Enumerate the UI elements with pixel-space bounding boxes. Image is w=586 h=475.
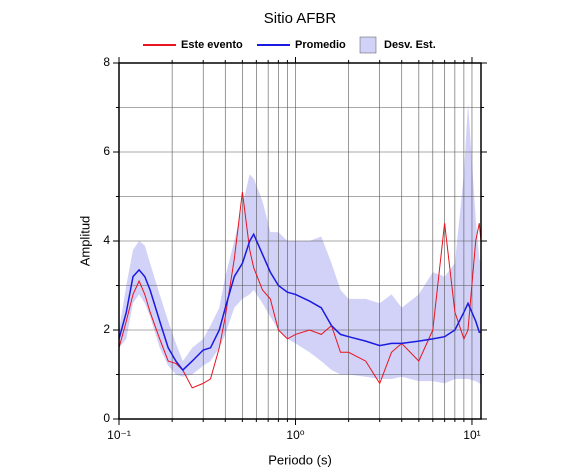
y-tick-label: 2 [103,322,110,336]
x-axis-label: Periodo (s) [268,452,332,467]
legend-label: Este evento [181,39,243,51]
series-line [118,192,482,389]
y-tick-label: 8 [103,55,110,69]
x-tick-label: 10⁰ [286,428,304,442]
y-tick-label: 0 [103,411,110,425]
x-tick-label: 10⁻¹ [107,428,131,442]
legend-label: Promedio [295,39,346,51]
y-tick-label: 6 [103,144,110,158]
legend: Este evento Promedio Desv. Est. [143,36,436,54]
series-line [118,232,481,372]
y-tick-label: 4 [103,233,110,247]
legend-swatch [359,36,377,54]
std-band [119,103,481,384]
legend-label: Desv. Est. [384,39,436,51]
x-tick-label: 10¹ [463,428,480,442]
chart-title: Sitio AFBR [264,10,337,27]
y-axis-label: Amplitud [77,216,92,267]
